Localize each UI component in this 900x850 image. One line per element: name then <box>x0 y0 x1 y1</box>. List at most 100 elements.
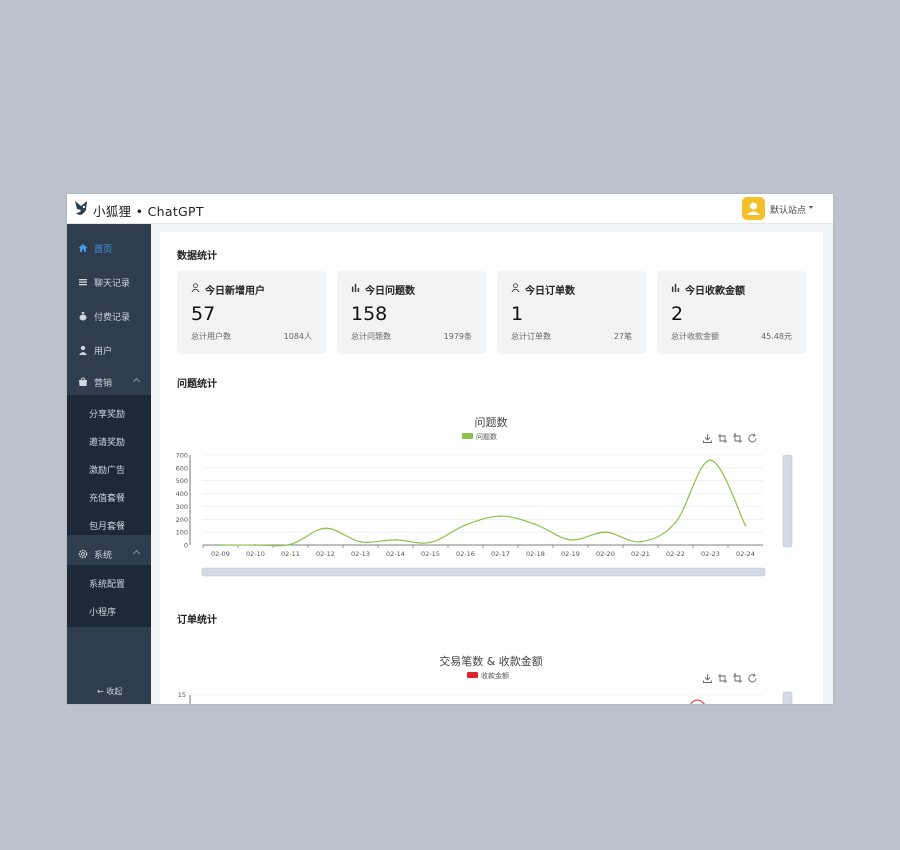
x-tick-label: 02-16 <box>456 550 475 558</box>
sidebar: 首页 聊天记录 付费记录 用户 营销 分享 <box>67 224 151 704</box>
sidebar-item-payment-records[interactable]: 付费记录 <box>67 301 151 331</box>
refresh-glyph <box>748 673 757 683</box>
order-stats-title: 订单统计 <box>177 615 217 626</box>
horizontal-zoom-slider <box>201 567 766 577</box>
vertical-zoom-slider <box>782 691 793 704</box>
gear-icon <box>78 549 88 559</box>
x-tick-label: 02-24 <box>736 550 755 558</box>
data-point <box>254 544 257 546</box>
user-icon <box>79 345 87 355</box>
chevron-down-icon[interactable] <box>809 206 813 209</box>
x-tick-label: 02-22 <box>666 550 685 558</box>
refresh-icon[interactable] <box>748 433 757 443</box>
stat-card-total-value: 1084人 <box>283 332 312 341</box>
sidebar-item-chat-records[interactable]: 聊天记录 <box>67 267 151 297</box>
y-tick-label: 200 <box>176 516 188 524</box>
avatar[interactable] <box>742 197 765 220</box>
chart-title: 交易笔数 & 收款金额 <box>439 654 543 668</box>
zoom-reset-icon[interactable] <box>733 433 742 443</box>
submenu-item-share-reward[interactable]: 分享奖励 <box>89 410 126 420</box>
x-tick-label: 02-19 <box>561 550 580 558</box>
sidebar-item-label: 系统 <box>94 551 113 561</box>
x-tick-label: 02-23 <box>701 550 720 558</box>
stat-card-questions: 今日问题数 158 总计问题数 1979条 <box>337 271 486 354</box>
stat-card-title: 今日问题数 <box>365 286 415 297</box>
stat-card-total-value: 27笔 <box>613 332 632 341</box>
y-tick-label: 100 <box>176 529 188 537</box>
site-selector[interactable]: 默认站点 <box>770 206 807 216</box>
stat-card-title: 今日收款金额 <box>685 286 745 297</box>
submenu-item-mini-program[interactable]: 小程序 <box>89 608 117 618</box>
submenu-item-incentive-ads[interactable]: 激励广告 <box>89 466 126 476</box>
data-stats-title: 数据统计 <box>177 251 217 262</box>
y-tick-label: 600 <box>176 464 188 472</box>
data-point <box>569 538 572 541</box>
system-submenu: 系统配置 小程序 <box>67 565 151 627</box>
zoom-glyph <box>718 674 727 683</box>
stat-card-new-users: 今日新增用户 57 总计用户数 1084人 <box>177 271 326 354</box>
zoom-glyph <box>718 434 727 443</box>
stat-card-total-label: 总计收款金额 <box>671 332 719 341</box>
zoom-icon[interactable] <box>718 434 727 443</box>
y-tick-label: 0 <box>184 542 188 550</box>
top-bar: 小狐狸 • ChatGPT 默认站点 <box>67 194 833 224</box>
legend-label: 收款金额 <box>481 671 509 680</box>
submenu-item-invite-reward[interactable]: 邀请奖励 <box>89 438 126 448</box>
sidebar-item-marketing[interactable]: 营销 <box>67 367 151 397</box>
sidebar-item-label: 首页 <box>94 245 113 255</box>
stat-card-revenue: 今日收款金额 2 总计收款金额 45.48元 <box>657 271 806 354</box>
refresh-glyph <box>748 433 757 443</box>
home-icon <box>78 244 88 252</box>
list-icon <box>79 279 87 286</box>
zoom-icon[interactable] <box>718 674 727 683</box>
user-outline-icon <box>511 283 520 292</box>
series-line-questions <box>220 459 747 547</box>
sidebar-item-label: 营销 <box>94 379 113 389</box>
submenu-item-system-config[interactable]: 系统配置 <box>89 580 126 590</box>
legend-swatch <box>462 433 473 439</box>
bar-chart-icon <box>351 283 360 292</box>
x-tick-label: 02-11 <box>281 550 300 558</box>
y-tick-label: 500 <box>176 477 188 485</box>
x-tick-label: 02-14 <box>386 550 405 558</box>
stat-card-title: 今日订单数 <box>525 286 575 297</box>
data-point <box>289 543 292 546</box>
stat-card-value: 57 <box>191 303 216 325</box>
refresh-icon[interactable] <box>748 673 757 683</box>
x-tick-label: 02-12 <box>316 550 335 558</box>
shop-icon <box>79 377 87 386</box>
submenu-item-recharge-plans[interactable]: 充值套餐 <box>89 494 126 504</box>
download-icon[interactable] <box>703 434 712 443</box>
vertical-zoom-slider <box>782 454 793 548</box>
x-tick-label: 02-13 <box>351 550 370 558</box>
stat-card-title: 今日新增用户 <box>205 286 265 297</box>
x-tick-label: 02-10 <box>246 550 265 558</box>
stat-card-value: 2 <box>671 303 684 325</box>
collapse-sidebar-button[interactable]: ← 收起 <box>97 687 123 696</box>
sidebar-item-users[interactable]: 用户 <box>67 335 151 365</box>
download-icon[interactable] <box>703 674 712 683</box>
submenu-item-monthly-plans[interactable]: 包月套餐 <box>89 522 126 532</box>
data-point <box>464 524 467 526</box>
sidebar-item-home[interactable]: 首页 <box>67 233 151 263</box>
stat-card-total-label: 总计订单数 <box>511 332 551 341</box>
stat-card-value: 1 <box>511 303 524 325</box>
series-line-revenue <box>689 699 705 704</box>
chevron-up-icon <box>132 549 141 558</box>
x-tick-label: 02-15 <box>421 550 440 558</box>
sidebar-item-system[interactable]: 系统 <box>67 539 151 569</box>
chart-title: 问题数 <box>475 416 508 429</box>
chevron-up-icon <box>132 377 141 386</box>
zoom-reset-icon[interactable] <box>733 673 742 683</box>
legend-swatch <box>467 672 478 678</box>
y-tick-label: 300 <box>176 503 188 511</box>
stat-card-value: 158 <box>351 303 388 325</box>
data-point <box>359 540 362 543</box>
money-bag-icon <box>79 312 87 321</box>
x-tick-label: 02-09 <box>211 550 230 558</box>
stat-card-orders: 今日订单数 1 总计订单数 27笔 <box>497 271 646 354</box>
data-point <box>219 544 222 546</box>
avatar-user-icon <box>747 202 760 215</box>
